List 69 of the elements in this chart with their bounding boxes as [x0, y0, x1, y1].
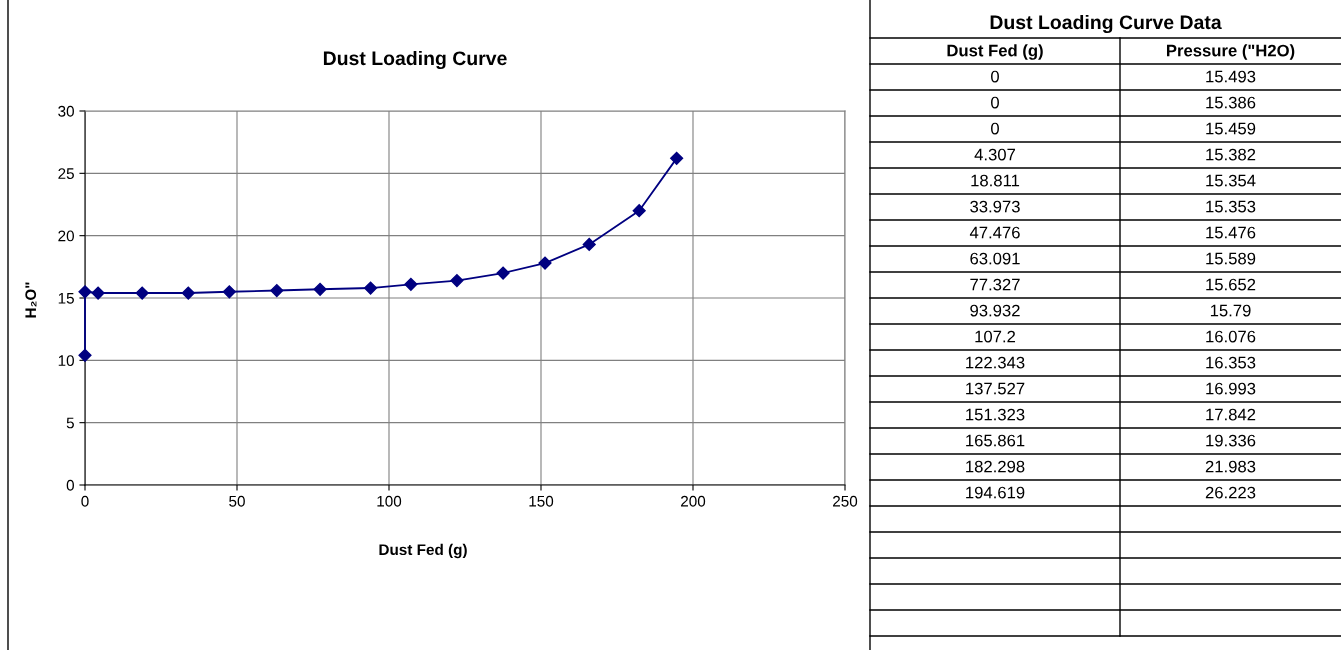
text: 165.861	[966, 434, 1025, 447]
point	[222, 285, 236, 299]
text: 182.298	[966, 460, 1025, 473]
point	[363, 281, 378, 295]
point	[538, 256, 552, 270]
point	[404, 277, 418, 291]
point	[450, 273, 464, 288]
point	[670, 151, 684, 165]
text: Dust Loading Curve Data	[990, 14, 1222, 34]
text: 17.842	[1206, 408, 1256, 421]
text: 194.619	[966, 486, 1025, 499]
text: 4.307	[974, 148, 1016, 161]
text: 19.336	[1206, 434, 1256, 447]
y-tick-label: 20	[58, 230, 74, 242]
point	[91, 286, 105, 300]
x-tick-label: 150	[529, 495, 554, 507]
text: 15.382	[1206, 148, 1256, 161]
x-axis-title: Dust Fed (g)	[379, 543, 467, 559]
y-tick-label: 25	[58, 168, 74, 180]
x-tick-label: 250	[833, 495, 858, 507]
text: 16.993	[1206, 382, 1256, 395]
text: 137.527	[966, 382, 1025, 395]
y-tick-label: 30	[58, 105, 74, 117]
x-tick-label: 200	[681, 495, 706, 507]
point	[78, 285, 92, 299]
text: 15.589	[1206, 252, 1256, 265]
text: 21.983	[1205, 460, 1256, 473]
text: 63.091	[970, 252, 1020, 265]
point	[135, 286, 149, 300]
text: Pressure ("H2O)	[1166, 44, 1295, 60]
point	[582, 237, 596, 251]
text: 15.354	[1206, 174, 1256, 187]
text: 26.223	[1205, 486, 1256, 499]
y-axis-title: H₂O"	[25, 282, 37, 318]
point	[270, 283, 284, 298]
y-tick-label: 15	[58, 293, 74, 304]
x-tick-label: 50	[229, 495, 245, 507]
point	[78, 348, 92, 362]
point	[313, 282, 327, 296]
point	[496, 266, 510, 280]
text: 16.353	[1206, 356, 1256, 369]
y-tick-label: 0	[66, 479, 74, 491]
x-tick-label: 0	[81, 495, 89, 507]
text: 15.353	[1206, 200, 1256, 213]
chart-title: Dust Loading Curve	[323, 50, 507, 70]
text: 122.343	[966, 356, 1025, 369]
text: 15.459	[1206, 122, 1256, 135]
x-tick-label: 100	[377, 495, 402, 507]
text: 151.323	[966, 408, 1025, 421]
text: 15.476	[1206, 226, 1256, 239]
text: 0	[991, 70, 999, 83]
text: 107.2	[975, 330, 1016, 343]
text: 93.932	[970, 304, 1020, 317]
text: 33.973	[970, 200, 1020, 213]
point	[632, 204, 646, 218]
text: 16.076	[1206, 330, 1256, 343]
text: 15.652	[1206, 278, 1256, 291]
text: 0	[991, 96, 999, 109]
text: 15.493	[1206, 70, 1256, 83]
text: 47.476	[969, 226, 1020, 239]
point	[181, 286, 195, 300]
y-tick-label: 10	[58, 355, 74, 367]
text: 0	[991, 122, 999, 135]
text: 15.386	[1206, 96, 1256, 109]
text: 77.327	[970, 278, 1020, 291]
text: 15.79	[1210, 304, 1251, 317]
text: 18.811	[971, 174, 1020, 187]
text: Dust Fed (g)	[947, 44, 1043, 60]
y-tick-label: 5	[66, 417, 74, 429]
